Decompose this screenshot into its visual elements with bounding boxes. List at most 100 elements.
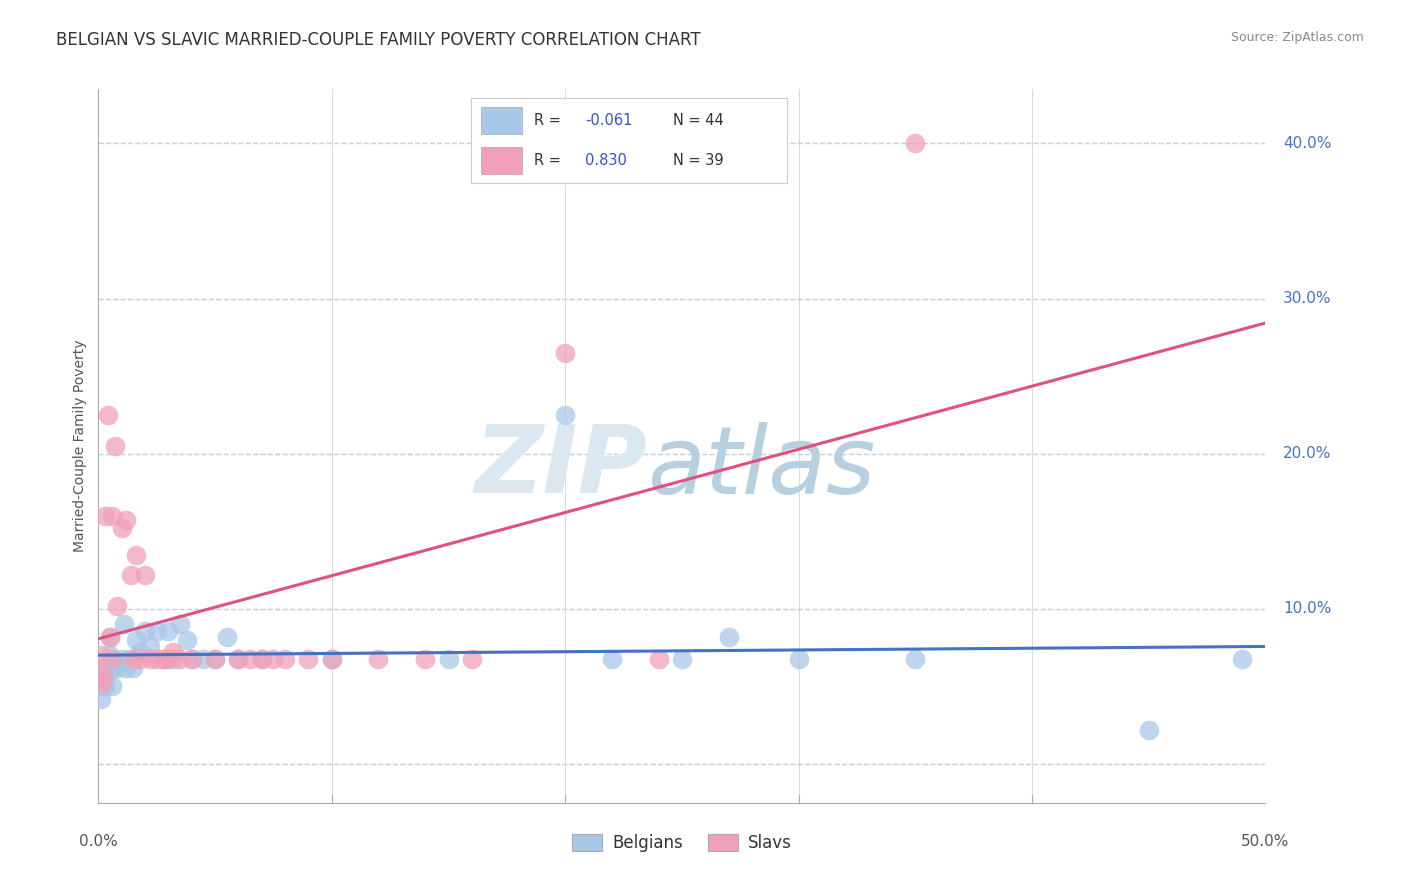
Point (139, 651, 162, 665)
Point (180, 651, 202, 665)
Point (162, 645, 184, 659)
Point (105, 599, 128, 613)
Point (437, 651, 460, 665)
Point (94, 508, 117, 523)
Text: R =: R = (534, 112, 565, 128)
Point (787, 651, 810, 665)
Point (193, 651, 215, 665)
Text: R =: R = (534, 153, 565, 169)
Point (125, 632, 148, 647)
Point (105, 661, 128, 675)
Point (169, 617, 191, 632)
Point (176, 632, 198, 647)
Text: -0.061: -0.061 (585, 112, 633, 128)
Legend: Belgians, Slavs: Belgians, Slavs (565, 827, 799, 859)
Point (118, 651, 141, 665)
Point (111, 651, 134, 665)
Point (101, 680, 124, 694)
Point (122, 651, 145, 665)
Point (461, 651, 484, 665)
Point (104, 661, 127, 675)
Point (297, 651, 319, 665)
Point (146, 651, 169, 665)
Point (87, 661, 110, 675)
Point (112, 617, 135, 632)
Point (180, 651, 202, 665)
Point (94, 672, 117, 686)
Point (204, 651, 226, 665)
Point (554, 346, 576, 360)
Point (129, 651, 152, 665)
Point (91, 670, 114, 684)
Point (1137, 723, 1160, 737)
Point (413, 651, 436, 665)
Text: 50.0%: 50.0% (1241, 834, 1289, 849)
Point (1230, 651, 1253, 665)
Text: N = 39: N = 39 (673, 153, 724, 169)
Point (215, 630, 238, 644)
Point (204, 651, 226, 665)
Point (152, 651, 174, 665)
Point (321, 651, 343, 665)
Point (90, 691, 112, 706)
Point (90, 676, 112, 690)
Point (125, 548, 148, 562)
Point (157, 651, 180, 665)
Point (321, 651, 343, 665)
Point (115, 661, 138, 675)
Point (274, 651, 297, 665)
Point (228, 651, 250, 665)
Point (115, 513, 138, 527)
Point (87, 664, 110, 678)
Point (600, 651, 623, 665)
Point (157, 624, 180, 638)
Point (904, 136, 927, 151)
Point (101, 651, 124, 665)
Text: atlas: atlas (647, 422, 875, 513)
FancyBboxPatch shape (481, 107, 522, 134)
Point (717, 630, 740, 644)
Text: 30.0%: 30.0% (1282, 291, 1331, 306)
Point (169, 651, 191, 665)
Point (122, 661, 145, 675)
Point (250, 651, 273, 665)
Point (111, 521, 134, 535)
Y-axis label: Married-Couple Family Poverty: Married-Couple Family Poverty (73, 340, 87, 552)
Point (98, 648, 121, 663)
Point (162, 651, 184, 665)
Point (367, 651, 389, 665)
Point (129, 645, 152, 659)
Point (97, 664, 120, 678)
Point (104, 439, 127, 453)
Point (90, 680, 112, 694)
Text: 0.0%: 0.0% (79, 834, 118, 849)
Point (91, 661, 114, 675)
Point (98, 630, 121, 644)
Point (139, 639, 162, 653)
Point (146, 624, 169, 638)
Text: 20.0%: 20.0% (1282, 446, 1331, 461)
FancyBboxPatch shape (481, 147, 522, 175)
Point (152, 651, 174, 665)
Point (134, 624, 156, 638)
Point (647, 651, 669, 665)
Point (101, 508, 124, 523)
Point (134, 567, 156, 582)
Point (97, 408, 120, 422)
Point (94, 680, 117, 694)
Point (554, 408, 576, 422)
Text: 10.0%: 10.0% (1282, 601, 1331, 616)
Text: N = 44: N = 44 (673, 112, 724, 128)
Point (239, 651, 262, 665)
Text: ZIP: ZIP (474, 421, 647, 514)
Point (98, 630, 121, 644)
Text: 0.830: 0.830 (585, 153, 627, 169)
Text: 40.0%: 40.0% (1282, 136, 1331, 151)
Point (262, 651, 284, 665)
Point (228, 651, 250, 665)
Text: Source: ZipAtlas.com: Source: ZipAtlas.com (1230, 31, 1364, 45)
Point (91, 676, 114, 690)
Point (90, 648, 112, 663)
Point (671, 651, 693, 665)
Point (120, 567, 142, 582)
